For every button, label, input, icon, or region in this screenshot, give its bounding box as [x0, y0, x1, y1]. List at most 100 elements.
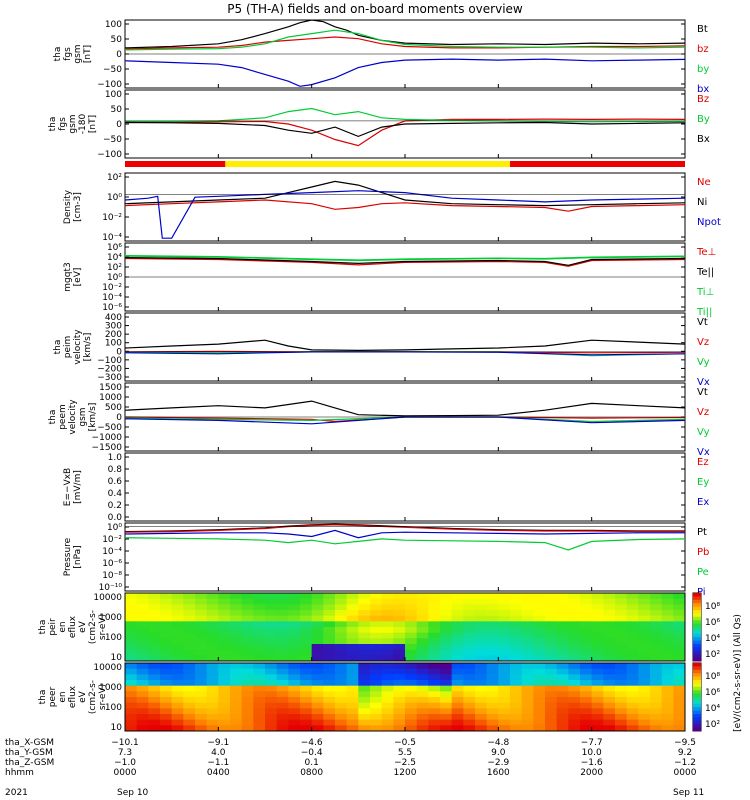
y-axis-label: [eV] — [73, 268, 83, 287]
heat-cell — [615, 638, 628, 645]
heat-cell — [346, 708, 359, 715]
heat-cell — [265, 714, 278, 721]
colorbar-cell — [693, 616, 701, 621]
heat-cell — [253, 663, 266, 670]
heat-cell — [591, 644, 604, 651]
heat-cell — [241, 685, 254, 692]
heat-cell — [521, 663, 534, 670]
y-tick-label: 100 — [105, 20, 122, 30]
heat-cell — [568, 649, 581, 656]
heat-cell — [521, 598, 534, 605]
heat-cell — [218, 702, 231, 709]
heat-cell — [451, 697, 464, 704]
y-axis-label: eflux — [68, 685, 78, 708]
heat-cell — [638, 649, 651, 656]
heat-cell — [638, 691, 651, 698]
heat-cell — [638, 638, 651, 645]
heat-cell — [568, 655, 581, 662]
heat-cell — [603, 691, 616, 698]
heat-cell — [323, 708, 336, 715]
heat-cell — [311, 655, 324, 662]
y-tick-label: 0.2 — [108, 501, 122, 511]
heat-cell — [510, 725, 523, 732]
colorbar-cell — [693, 620, 701, 625]
heat-cell — [475, 708, 488, 715]
heat-cell — [661, 621, 674, 628]
heat-cell — [661, 708, 674, 715]
heat-cell — [580, 632, 593, 639]
heat-cell — [545, 714, 558, 721]
heat-cell — [195, 627, 208, 634]
heat-cell — [440, 649, 453, 656]
heat-cell — [661, 627, 674, 634]
x-tick-label: −9.1 — [207, 738, 229, 748]
heat-cell — [230, 685, 243, 692]
heat-cell — [195, 598, 208, 605]
heat-cell — [370, 702, 383, 709]
heat-cell — [183, 708, 196, 715]
heat-cell — [206, 668, 219, 675]
heat-cell — [335, 632, 348, 639]
heat-cell — [265, 598, 278, 605]
heat-cell — [615, 668, 628, 675]
heat-cell — [626, 680, 639, 687]
heat-cell — [521, 691, 534, 698]
heat-cell — [311, 691, 324, 698]
heat-cell — [451, 593, 464, 600]
heat-cell — [206, 685, 219, 692]
heat-cell — [276, 638, 289, 645]
heat-cell — [346, 644, 359, 651]
heat-cell — [346, 638, 359, 645]
heat-cell — [393, 697, 406, 704]
heat-cell — [160, 697, 173, 704]
heat-cell — [183, 697, 196, 704]
colorbar-cell — [693, 613, 701, 618]
heat-cell — [206, 598, 219, 605]
heat-cell — [498, 674, 511, 681]
heat-cell — [300, 674, 313, 681]
heat-cell — [148, 697, 161, 704]
heat-cell — [300, 655, 313, 662]
heat-cell — [451, 663, 464, 670]
heat-cell — [323, 691, 336, 698]
colorbar-label: [eV/(cm2-s-sr-eV)] (All Qs) — [733, 614, 743, 732]
heat-cell — [381, 638, 394, 645]
mode-bar — [125, 161, 685, 167]
heat-cell — [556, 680, 569, 687]
heat-cell — [171, 691, 184, 698]
heat-cell — [148, 674, 161, 681]
heat-cell — [288, 655, 301, 662]
heat-cell — [451, 649, 464, 656]
heat-cell — [218, 644, 231, 651]
series-Te⊥ — [125, 257, 685, 267]
heat-cell — [440, 719, 453, 726]
heat-cell — [650, 655, 663, 662]
heat-cell — [405, 708, 418, 715]
heat-cell — [486, 725, 499, 732]
heat-cell — [265, 685, 278, 692]
series-Pb — [125, 524, 685, 533]
heat-cell — [288, 708, 301, 715]
y-axis-label: tha — [48, 410, 58, 425]
heat-cell — [370, 725, 383, 732]
heat-cell — [440, 685, 453, 692]
heat-cell — [451, 725, 464, 732]
heat-cell — [276, 598, 289, 605]
colorbar-tick-label: 10⁸ — [705, 602, 720, 612]
colorbar-tick-label: 10⁶ — [705, 618, 720, 628]
heat-cell — [486, 621, 499, 628]
y-tick-label: 50 — [111, 105, 123, 115]
heat-cell — [160, 638, 173, 645]
heat-cell — [195, 663, 208, 670]
y-tick-label: 0 — [116, 347, 122, 357]
heat-cell — [311, 615, 324, 622]
heat-cell — [136, 691, 149, 698]
panel-temperature — [124, 242, 686, 312]
colorbar-cell — [693, 714, 701, 718]
heat-cell — [626, 674, 639, 681]
heat-cell — [580, 691, 593, 698]
heat-cell — [218, 725, 231, 732]
heat-cell — [346, 663, 359, 670]
heat-cell — [475, 674, 488, 681]
x-row-label: tha_X-GSM — [5, 738, 54, 748]
